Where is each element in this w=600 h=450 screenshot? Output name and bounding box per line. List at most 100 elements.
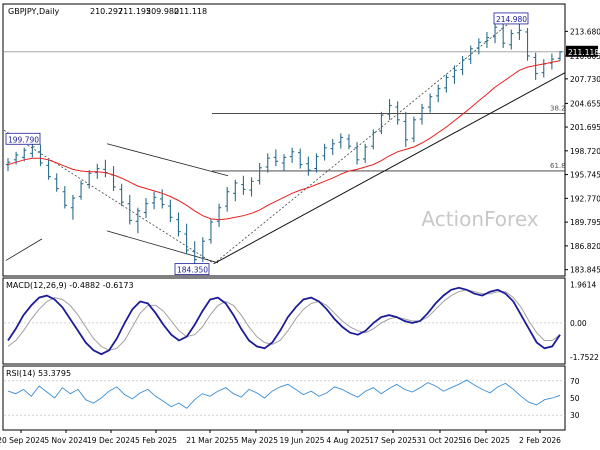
moving-average-line bbox=[7, 60, 561, 221]
ohlc-bar bbox=[289, 147, 295, 163]
ohlc-bar bbox=[281, 154, 287, 171]
fib-level-label: 61.8 bbox=[550, 162, 566, 170]
ohlc-bar bbox=[168, 199, 173, 223]
ohlc-bar bbox=[395, 101, 400, 125]
ohlc-bar bbox=[517, 22, 522, 40]
ohlc-bar bbox=[346, 134, 352, 150]
x-tick-label: 2 Feb 2026 bbox=[519, 436, 561, 445]
price-annotation-label: 199.790 bbox=[8, 135, 39, 144]
price-annotation: 184.350 bbox=[174, 263, 210, 276]
macd-lines-layer bbox=[4, 286, 565, 356]
ohlc-bar bbox=[419, 103, 425, 125]
ohlc-bar bbox=[86, 170, 92, 189]
x-tick-label: 5 Nov 2024 bbox=[44, 436, 87, 445]
channel-upper-line bbox=[106, 143, 229, 177]
rsi-title: RSI(14) 53.3795 bbox=[6, 369, 71, 378]
macd-tick-label: -1.7522 bbox=[570, 353, 599, 362]
price-tick-label: 195.745 bbox=[570, 171, 600, 180]
ohlc-bar bbox=[379, 111, 384, 135]
ohlc-bar bbox=[468, 45, 473, 64]
ohlc-bar bbox=[22, 147, 27, 162]
x-tick-label: 19 Dec 2024 bbox=[87, 436, 135, 445]
ohlc-bar bbox=[460, 55, 465, 76]
ohlc-bar bbox=[192, 241, 197, 266]
ohlc-low: 209.980 bbox=[146, 7, 179, 16]
ohlc-bar bbox=[436, 84, 441, 103]
ohlc-bar bbox=[330, 139, 335, 155]
ohlc-bar bbox=[241, 175, 246, 195]
ohlc-bar bbox=[200, 237, 206, 263]
rsi-line bbox=[7, 379, 561, 409]
rsi-tick-label: 30 bbox=[570, 411, 580, 420]
channel-lower-line bbox=[106, 230, 219, 264]
macd-y-axis: 1.9614 0.00 -1.7522 bbox=[570, 281, 599, 363]
macd-tick-label: 0.00 bbox=[570, 319, 587, 328]
watermark: ActionForex bbox=[421, 207, 538, 231]
ohlc-bar bbox=[30, 142, 35, 158]
ohlc-bar bbox=[500, 23, 506, 48]
x-tick-label: 17 Sep 2025 bbox=[369, 436, 417, 445]
ohlc-bar bbox=[273, 149, 279, 167]
ohlc-bar bbox=[533, 52, 538, 80]
price-tick-label: 201.695 bbox=[570, 123, 600, 132]
price-annotation: 199.790 bbox=[5, 132, 41, 145]
x-tick-label: 20 Sep 2024 bbox=[0, 436, 45, 445]
ohlc-bar bbox=[70, 194, 76, 220]
ohlc-bar bbox=[338, 133, 344, 149]
price-tick-label: 189.795 bbox=[570, 218, 600, 227]
ohlc-bar bbox=[314, 153, 319, 173]
ohlc-bar bbox=[484, 31, 490, 48]
ohlc-open: 210.297 bbox=[90, 7, 123, 16]
x-tick-label: 21 Mar 2025 bbox=[186, 436, 234, 445]
price-tick-label: 213.680 bbox=[570, 27, 600, 36]
ohlc-bar bbox=[403, 111, 408, 147]
price-annotation-label: 184.350 bbox=[177, 266, 208, 275]
price-tick-label: 207.730 bbox=[570, 75, 600, 84]
price-panel: ActionForex GBPJPY,Daily 210.297 211.195… bbox=[2, 3, 600, 277]
ohlc-bar bbox=[257, 162, 262, 185]
x-tick-label: 19 Jun 2025 bbox=[279, 436, 324, 445]
x-tick-label: 4 Aug 2025 bbox=[326, 436, 369, 445]
x-tick-label: 31 Oct 2025 bbox=[417, 436, 464, 445]
ohlc-bar bbox=[151, 191, 157, 210]
macd-title: MACD(12,26,9) -0.4882 -0.6173 bbox=[6, 281, 134, 290]
ohlc-bar bbox=[62, 186, 68, 209]
current-price-value: 211.118 bbox=[568, 48, 599, 57]
ohlc-bar bbox=[143, 198, 149, 219]
rsi-y-axis: 70 50 30 bbox=[570, 377, 580, 420]
price-tick-label: 186.820 bbox=[570, 242, 600, 251]
ohlc-bar bbox=[46, 159, 51, 180]
price-tick-label: 198.720 bbox=[570, 147, 600, 156]
rsi-tick-label: 50 bbox=[570, 394, 580, 403]
current-price-tag: 211.118 bbox=[566, 45, 599, 57]
macd-line bbox=[7, 286, 561, 356]
ohlc-bar bbox=[362, 143, 368, 163]
ohlc-bar bbox=[224, 186, 230, 212]
ohlc-bar bbox=[135, 207, 141, 234]
rsi-tick-label: 70 bbox=[570, 377, 580, 386]
price-tick-label: 204.655 bbox=[570, 99, 600, 108]
ohlc-bar bbox=[411, 116, 417, 143]
rsi-panel: RSI(14) 53.3795 70 50 30 bbox=[2, 365, 580, 431]
ohlc-high: 211.195 bbox=[118, 7, 151, 16]
ohlc-bar bbox=[176, 212, 181, 237]
fib-level-label: 38.2 bbox=[550, 104, 566, 112]
x-tick-label: 16 Dec 2025 bbox=[462, 436, 510, 445]
x-tick-label: 5 Feb 2025 bbox=[135, 436, 177, 445]
rsi-lines-layer bbox=[4, 379, 565, 416]
ohlc-bar bbox=[387, 99, 392, 120]
macd-tick-label: 1.9614 bbox=[570, 281, 596, 290]
ohlc-bar bbox=[525, 27, 530, 61]
price-bars-layer bbox=[5, 20, 563, 266]
ohlc-bar bbox=[184, 223, 189, 255]
price-annotation: 214.980 bbox=[493, 12, 529, 25]
ohlc-bar bbox=[557, 51, 563, 61]
symbol-label: GBPJPY,Daily bbox=[8, 7, 59, 16]
price-lines-layer: 38.2 61.8 bbox=[3, 20, 566, 265]
ohlc-bar bbox=[298, 148, 303, 169]
ohlc-bar bbox=[427, 93, 433, 113]
time-x-axis: 20 Sep 2024 5 Nov 2024 19 Dec 2024 5 Feb 20… bbox=[0, 430, 561, 445]
x-tick-label: 5 May 2025 bbox=[234, 436, 278, 445]
ohlc-bar bbox=[371, 129, 376, 150]
ohlc-bar bbox=[78, 180, 84, 200]
